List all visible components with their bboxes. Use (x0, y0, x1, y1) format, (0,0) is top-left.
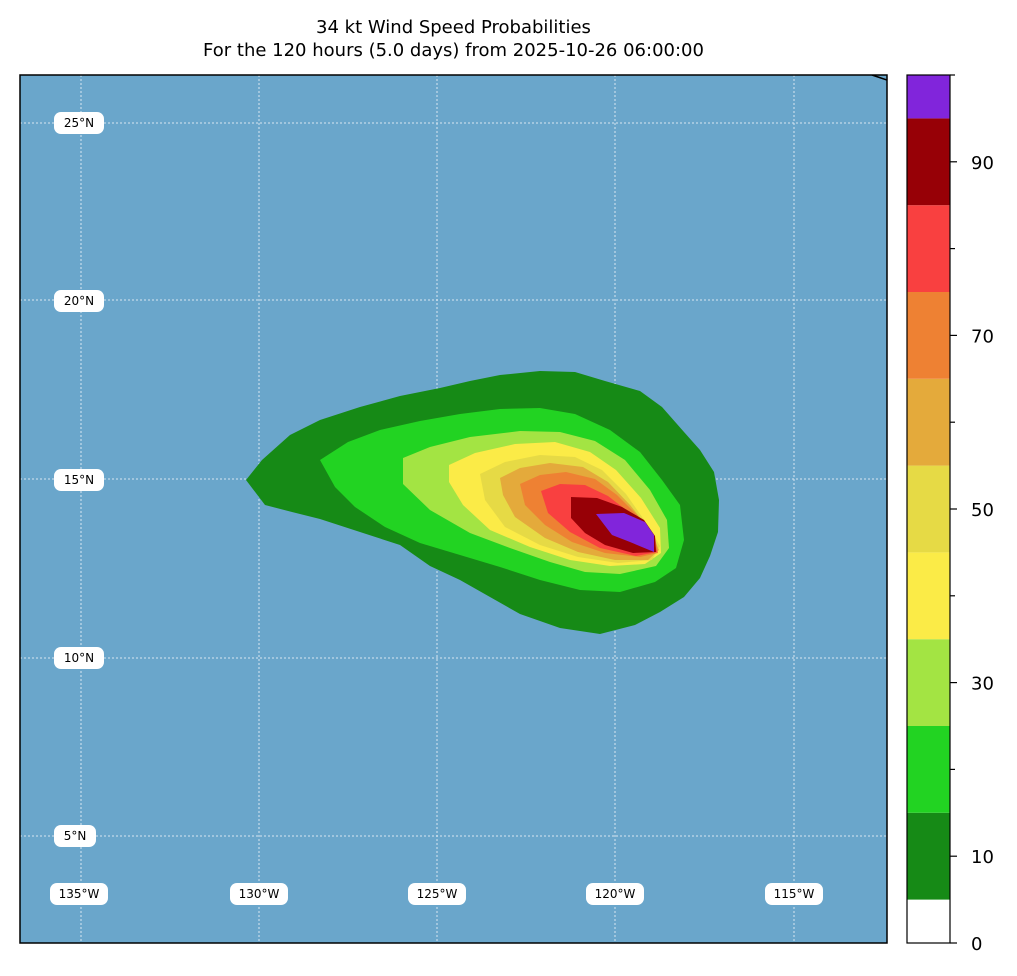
colorbar-bin (907, 812, 950, 900)
lat-label-text: 10°N (64, 651, 94, 665)
lon-label-text: 120°W (595, 887, 636, 901)
lat-label-25: 25°N (54, 112, 104, 134)
colorbar-label: 90 (971, 153, 994, 174)
lon-label-135: 135°W (50, 883, 108, 905)
lon-label-text: 125°W (417, 887, 458, 901)
probability-contours (246, 371, 719, 634)
lon-label-115: 115°W (765, 883, 823, 905)
lat-label-text: 20°N (64, 294, 94, 308)
colorbar-bin (907, 552, 950, 640)
lat-label-text: 15°N (64, 473, 94, 487)
colorbar-bin (907, 118, 950, 206)
colorbar-bin (907, 465, 950, 553)
lat-label-15: 15°N (54, 469, 104, 491)
colorbar-label: 70 (971, 326, 994, 347)
colorbar-bin (907, 292, 950, 379)
colorbar-label: 50 (971, 500, 994, 521)
lon-label-130: 130°W (230, 883, 288, 905)
lat-label-text: 5°N (64, 829, 87, 843)
colorbar-bin (907, 75, 950, 119)
map-frame (19, 74, 888, 944)
colorbar-bin (907, 378, 950, 466)
lon-label-text: 115°W (774, 887, 815, 901)
lat-label-10: 10°N (54, 647, 104, 669)
lon-label-120: 120°W (586, 883, 644, 905)
longitude-labels: 135°W 130°W 125°W 120°W 115°W (50, 883, 823, 905)
colorbar-bin (907, 639, 950, 726)
lat-label-text: 25°N (64, 116, 94, 130)
lon-label-text: 130°W (239, 887, 280, 901)
map-title: 34 kt Wind Speed Probabilities (316, 17, 591, 38)
colorbar-label: 30 (971, 674, 994, 695)
lat-label-20: 20°N (54, 290, 104, 312)
colorbar-bin (907, 726, 950, 813)
lat-label-5: 5°N (54, 825, 96, 847)
colorbar: 0 10 30 50 70 90 (906, 74, 994, 955)
map-subtitle: For the 120 hours (5.0 days) from 2025-1… (203, 40, 704, 61)
graticule (20, 75, 887, 943)
contour-95-100 (596, 513, 654, 552)
latitude-labels: 25°N 20°N 15°N 10°N 5°N (54, 112, 104, 847)
colorbar-bin (907, 205, 950, 292)
lon-label-125: 125°W (408, 883, 466, 905)
colorbar-bin (907, 899, 950, 943)
lon-label-text: 135°W (59, 887, 100, 901)
colorbar-label: 10 (971, 847, 994, 868)
colorbar-label: 0 (971, 934, 982, 955)
